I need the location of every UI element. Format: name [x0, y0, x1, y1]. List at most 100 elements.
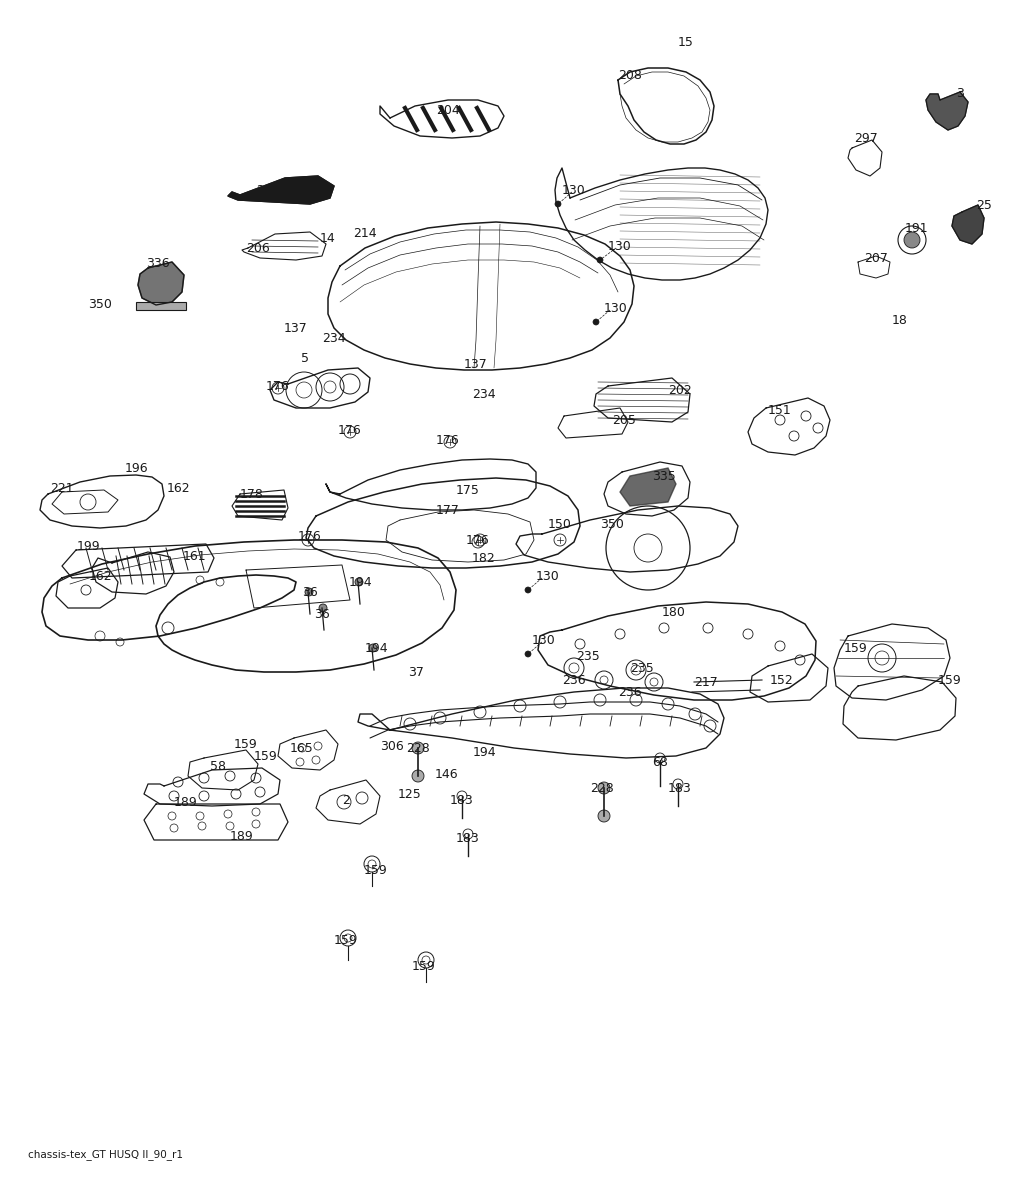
- Text: 159: 159: [938, 674, 962, 686]
- Text: 196: 196: [124, 461, 147, 474]
- Text: 208: 208: [618, 68, 642, 81]
- Circle shape: [305, 588, 313, 596]
- Text: 161: 161: [182, 550, 206, 563]
- Text: 159: 159: [365, 864, 388, 876]
- Text: 130: 130: [537, 570, 560, 582]
- Text: 151: 151: [768, 404, 792, 417]
- Text: 159: 159: [254, 749, 278, 762]
- Text: 152: 152: [770, 674, 794, 686]
- Text: 235: 235: [577, 650, 600, 662]
- Text: 165: 165: [290, 742, 314, 754]
- Text: 178: 178: [240, 488, 264, 501]
- Text: 36: 36: [314, 607, 330, 620]
- Circle shape: [598, 782, 610, 793]
- Text: 204: 204: [436, 104, 460, 116]
- Text: 14: 14: [321, 232, 336, 245]
- Text: 199: 199: [76, 539, 99, 552]
- Text: 235: 235: [630, 662, 654, 674]
- Circle shape: [598, 810, 610, 822]
- Circle shape: [525, 651, 531, 657]
- Polygon shape: [138, 262, 184, 305]
- Text: 336: 336: [146, 257, 170, 270]
- Text: 228: 228: [590, 782, 613, 795]
- Circle shape: [412, 770, 424, 782]
- Text: 180: 180: [663, 606, 686, 619]
- Text: 203: 203: [256, 184, 280, 196]
- Text: 2: 2: [342, 793, 350, 807]
- Text: 159: 159: [234, 737, 258, 750]
- Text: chassis-tex_GT HUSQ II_90_r1: chassis-tex_GT HUSQ II_90_r1: [28, 1150, 183, 1160]
- Text: 350: 350: [88, 298, 112, 311]
- Text: 150: 150: [548, 517, 572, 531]
- Circle shape: [904, 232, 920, 249]
- Text: 176: 176: [436, 434, 460, 447]
- Text: 137: 137: [284, 321, 308, 335]
- Text: 130: 130: [608, 239, 632, 252]
- Text: 36: 36: [302, 586, 317, 599]
- Circle shape: [525, 587, 531, 593]
- Text: 183: 183: [668, 782, 692, 795]
- Text: 15: 15: [678, 36, 694, 49]
- Text: 194: 194: [472, 746, 496, 759]
- Text: 68: 68: [652, 755, 668, 768]
- Circle shape: [319, 603, 327, 612]
- Text: 182: 182: [472, 552, 496, 564]
- Text: 234: 234: [323, 331, 346, 344]
- Circle shape: [555, 201, 561, 207]
- Text: 350: 350: [600, 517, 624, 531]
- Text: 130: 130: [532, 633, 556, 646]
- Text: 176: 176: [466, 533, 489, 546]
- Text: 194: 194: [365, 642, 388, 655]
- Text: 183: 183: [456, 832, 480, 845]
- Text: 162: 162: [166, 482, 189, 495]
- Text: 18: 18: [892, 313, 908, 326]
- Circle shape: [412, 742, 424, 754]
- Text: 159: 159: [412, 960, 436, 973]
- Text: 130: 130: [562, 184, 586, 196]
- Text: 234: 234: [472, 387, 496, 400]
- Text: 162: 162: [88, 570, 112, 582]
- Polygon shape: [228, 176, 334, 204]
- Text: 176: 176: [338, 423, 361, 436]
- Circle shape: [593, 319, 599, 325]
- Text: 221: 221: [50, 482, 74, 495]
- Text: 176: 176: [298, 529, 322, 543]
- Circle shape: [597, 257, 603, 263]
- Polygon shape: [926, 92, 968, 130]
- Text: 58: 58: [210, 760, 226, 772]
- Text: 236: 236: [562, 674, 586, 686]
- Text: 236: 236: [618, 686, 642, 699]
- Text: 159: 159: [844, 642, 868, 655]
- Text: 175: 175: [456, 484, 480, 496]
- Text: 217: 217: [694, 675, 718, 688]
- Text: 202: 202: [668, 384, 692, 397]
- Text: 228: 228: [407, 742, 430, 754]
- Text: 206: 206: [246, 241, 270, 255]
- Text: 37: 37: [408, 666, 424, 679]
- Text: 335: 335: [652, 470, 676, 483]
- Text: 125: 125: [398, 788, 422, 801]
- Text: 176: 176: [266, 380, 290, 392]
- Circle shape: [369, 644, 377, 652]
- Text: 25: 25: [976, 198, 992, 212]
- Circle shape: [355, 578, 362, 586]
- Text: 137: 137: [464, 357, 487, 370]
- Text: 177: 177: [436, 503, 460, 516]
- Text: 306: 306: [380, 740, 403, 753]
- Text: 189: 189: [230, 829, 254, 842]
- Text: 194: 194: [348, 576, 372, 588]
- Text: 214: 214: [353, 227, 377, 239]
- Text: 183: 183: [451, 793, 474, 807]
- Text: 191: 191: [904, 221, 928, 234]
- Text: 146: 146: [434, 767, 458, 780]
- Polygon shape: [952, 206, 984, 244]
- Text: 5: 5: [301, 351, 309, 364]
- Text: 297: 297: [854, 131, 878, 145]
- Text: 189: 189: [174, 796, 198, 809]
- Text: 159: 159: [334, 933, 357, 946]
- Polygon shape: [620, 468, 676, 505]
- Text: 207: 207: [864, 251, 888, 264]
- Text: 130: 130: [604, 301, 628, 314]
- Bar: [136, 302, 186, 310]
- Text: 3: 3: [956, 86, 964, 99]
